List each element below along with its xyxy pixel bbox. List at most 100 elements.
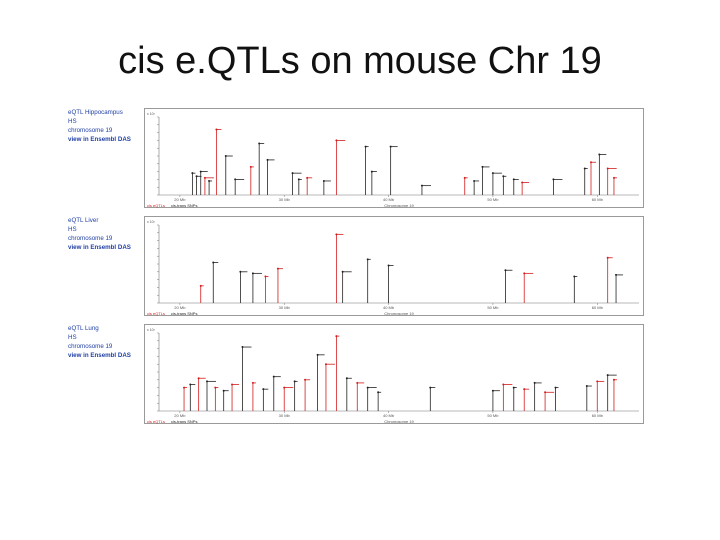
qtl-peak-dot bbox=[258, 142, 261, 145]
track-label: eQTL Lung bbox=[68, 325, 99, 332]
qtl-peak-dot bbox=[224, 155, 227, 157]
track-lung: eQTL Lung HS chromosome 19 view in Ensem… bbox=[66, 324, 646, 424]
qtl-peak-dot bbox=[544, 391, 547, 394]
qtl-peak-dot bbox=[420, 184, 423, 187]
qtl-peak-dot bbox=[377, 391, 380, 394]
qtl-peak-dot bbox=[590, 161, 592, 164]
qtl-peak-dot bbox=[606, 256, 609, 259]
qtl-peak-dot bbox=[183, 386, 186, 389]
legend-entry-cis: cis eQTLs bbox=[147, 419, 165, 424]
ensembl-das-link[interactable]: view in Ensembl DAS bbox=[68, 244, 131, 251]
qtl-peak-dot bbox=[370, 170, 373, 173]
qtl-peak-dot bbox=[615, 273, 618, 276]
qtl-peak-dot bbox=[533, 381, 536, 384]
qtl-peak-dot bbox=[293, 380, 296, 383]
x-axis-label: Chromosome 19 bbox=[384, 419, 414, 424]
track-chromosome: chromosome 19 bbox=[68, 127, 113, 134]
track-chromosome: chromosome 19 bbox=[68, 343, 113, 350]
track-hippocampus: eQTL Hippocampus HS chromosome 19 view i… bbox=[66, 108, 646, 208]
qtl-peak-dot bbox=[491, 172, 494, 175]
qtl-peak-dot bbox=[262, 388, 265, 391]
legend-entry-cis: cis eQTLs bbox=[147, 311, 165, 316]
x-tick-label: 50 Mb bbox=[487, 305, 499, 310]
x-tick-label: 40 Mb bbox=[383, 413, 395, 418]
x-tick-label: 30 Mb bbox=[279, 305, 291, 310]
eqtl-chart-svg: x 10³ 20 Mb 30 Mb 40 Mb 50 Mb 60 Mb Chromosome… bbox=[147, 112, 639, 208]
track-strain: HS bbox=[68, 118, 77, 125]
qtl-peak-dot bbox=[215, 128, 218, 131]
x-tick-label: 60 Mb bbox=[592, 413, 604, 418]
qtl-peak-dot bbox=[234, 178, 237, 181]
qtl-peak-dot bbox=[239, 270, 242, 273]
x-tick-label: 20 Mb bbox=[174, 413, 186, 418]
track-label: eQTL Hippocampus bbox=[68, 109, 123, 116]
qtl-peak-dot bbox=[316, 353, 319, 356]
qtl-peak-dot bbox=[264, 275, 267, 278]
qtl-peak-dot bbox=[598, 153, 601, 156]
x-tick-label: 30 Mb bbox=[279, 197, 291, 202]
y-unit-label: x 10³ bbox=[147, 220, 156, 224]
qtl-peak-dot bbox=[502, 175, 505, 178]
track-label: eQTL Liver bbox=[68, 217, 99, 224]
qtl-peak-dot bbox=[463, 176, 466, 179]
qtl-peak-dot bbox=[189, 383, 192, 386]
x-tick-label: 20 Mb bbox=[174, 197, 186, 202]
qtl-peak-dot bbox=[249, 165, 252, 168]
x-tick-label: 30 Mb bbox=[279, 413, 291, 418]
qtl-peak-dot bbox=[612, 378, 615, 381]
qtl-peak-dot bbox=[512, 386, 515, 389]
qtl-peak-dot bbox=[473, 179, 476, 182]
legend-entry-trans: cis-trans SNPs bbox=[171, 419, 197, 424]
x-axis-label: Chromosome 19 bbox=[384, 203, 414, 208]
track-chromosome: chromosome 19 bbox=[68, 235, 113, 242]
qtl-peak-dot bbox=[387, 264, 390, 267]
qtl-peak-dot bbox=[251, 272, 254, 275]
qtl-peak-dot bbox=[356, 381, 359, 384]
qtl-peak-dot bbox=[596, 380, 599, 383]
eqtl-chart-svg: x 10³ 20 Mb 30 Mb 40 Mb 50 Mb 60 Mb Chromosome… bbox=[147, 328, 639, 424]
track-strain: HS bbox=[68, 226, 77, 233]
qtl-peak-dot bbox=[606, 374, 609, 377]
qtl-peak-dot bbox=[191, 172, 194, 175]
qtl-peak-dot bbox=[291, 172, 294, 175]
qtl-peak-dot bbox=[231, 383, 234, 386]
qtl-peak-dot bbox=[214, 386, 217, 389]
qtl-peak-dot bbox=[335, 233, 338, 236]
x-tick-label: 60 Mb bbox=[592, 305, 604, 310]
qtl-peak-dot bbox=[366, 258, 369, 261]
eqtl-plot-lung: x 10³ 20 Mb 30 Mb 40 Mb 50 Mb 60 Mb Chromosome… bbox=[144, 324, 644, 424]
eqtl-tracks: eQTL Hippocampus HS chromosome 19 view i… bbox=[66, 108, 646, 428]
qtl-peak-dot bbox=[212, 261, 215, 264]
qtl-peak-dot bbox=[502, 383, 505, 386]
qtl-peak-dot bbox=[272, 375, 275, 378]
track-meta: eQTL Liver HS chromosome 19 view in Ense… bbox=[68, 216, 146, 252]
qtl-peak-dot bbox=[612, 176, 615, 179]
qtl-peak-dot bbox=[208, 179, 211, 182]
qtl-peak-dot bbox=[324, 363, 327, 366]
qtl-peak-dot bbox=[335, 335, 338, 338]
qtl-peak-dot bbox=[266, 158, 269, 161]
qtl-peak-dot bbox=[341, 270, 344, 273]
qtl-peak-dot bbox=[364, 145, 367, 148]
qtl-peak-dot bbox=[491, 389, 494, 392]
qtl-peak-dot bbox=[206, 380, 208, 383]
ensembl-das-link[interactable]: view in Ensembl DAS bbox=[68, 136, 131, 143]
qtl-peak-dot bbox=[504, 269, 507, 272]
x-tick-label: 20 Mb bbox=[174, 305, 186, 310]
track-strain: HS bbox=[68, 334, 77, 341]
qtl-peak-dot bbox=[203, 176, 206, 179]
legend-entry-trans: cis-trans SNPs bbox=[171, 311, 197, 316]
qtl-peak-dot bbox=[306, 176, 309, 179]
qtl-peak-dot bbox=[335, 139, 338, 142]
track-meta: eQTL Hippocampus HS chromosome 19 view i… bbox=[68, 108, 146, 144]
qtl-peak-dot bbox=[322, 179, 325, 182]
qtl-peak-dot bbox=[523, 272, 526, 275]
qtl-peak-dot bbox=[552, 178, 555, 181]
slide-title: cis e.QTLs on mouse Chr 19 bbox=[118, 40, 602, 82]
qtl-peak-dot bbox=[521, 181, 524, 184]
x-tick-label: 40 Mb bbox=[383, 197, 395, 202]
ensembl-das-link[interactable]: view in Ensembl DAS bbox=[68, 352, 131, 359]
qtl-peak-dot bbox=[197, 377, 200, 380]
track-meta: eQTL Lung HS chromosome 19 view in Ensem… bbox=[68, 324, 146, 360]
qtl-peak-dot bbox=[554, 386, 557, 389]
